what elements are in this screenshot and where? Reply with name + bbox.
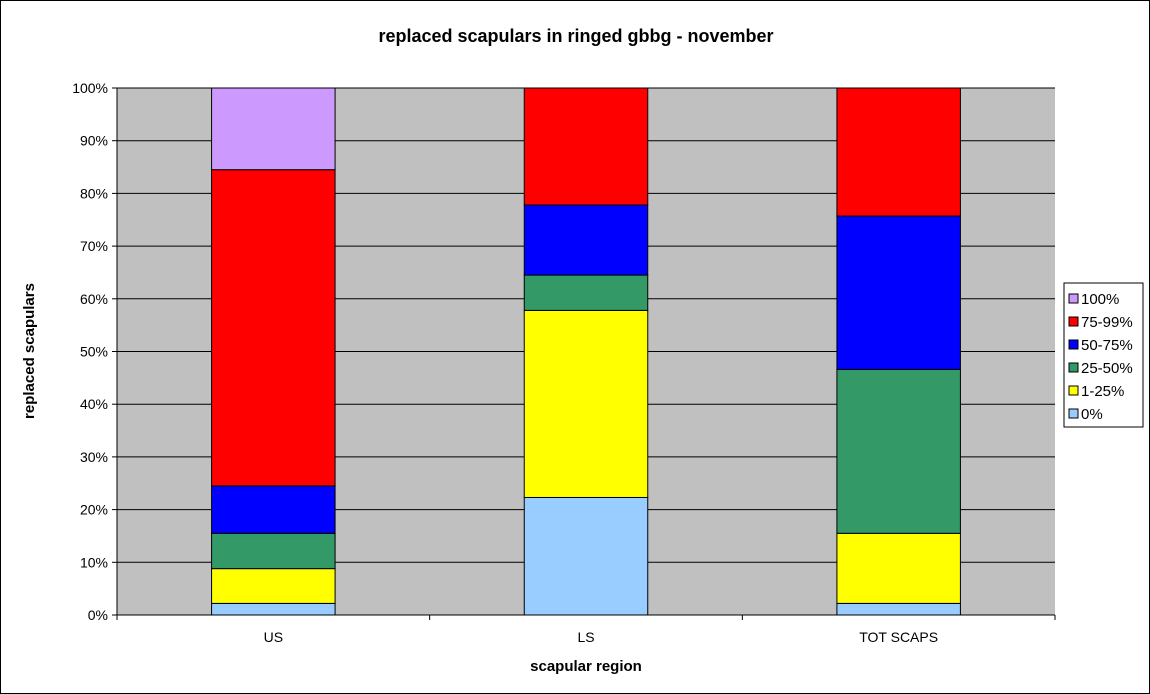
legend-label: 25-50% (1081, 360, 1133, 377)
bar-segment (836, 87, 961, 217)
bar-segment (836, 532, 961, 604)
legend-label: 0% (1081, 406, 1103, 423)
bar-segment (211, 169, 336, 487)
bar-segment (523, 496, 649, 616)
y-tick-labels: 0% 10% 20% 30% 40% 50% 60% 70% 80% 90% 100% (72, 80, 108, 623)
y-tick-label: 70% (80, 238, 108, 254)
bar-segment (211, 568, 336, 604)
legend-swatch (1068, 293, 1079, 304)
legend: 100% 75-99% 50-75% 25-50% 1-25% 0% (1063, 282, 1144, 428)
axes (112, 87, 1056, 620)
legend-swatch (1068, 362, 1079, 373)
bar-segment (211, 87, 336, 171)
y-tick-label: 30% (80, 449, 108, 465)
bar-segment (836, 368, 961, 534)
legend-label: 1-25% (1081, 383, 1124, 400)
bar-segment (836, 215, 961, 370)
y-tick-label: 10% (80, 554, 108, 570)
bar-segment (523, 87, 649, 206)
legend-swatch (1068, 316, 1079, 327)
bar-segment (211, 602, 336, 616)
y-tick-label: 50% (80, 344, 108, 360)
bar-segment (211, 532, 336, 570)
bar-segment (836, 602, 961, 616)
x-tick-label: TOT SCAPS (859, 629, 938, 645)
y-tick-label: 20% (80, 502, 108, 518)
legend-box (1063, 282, 1144, 428)
x-tick-labels: US LS TOT SCAPS (264, 629, 938, 645)
bars (211, 87, 961, 616)
x-axis-title: scapular region (530, 658, 642, 675)
chart-title: replaced scapulars in ringed gbbg - nove… (378, 26, 773, 46)
x-tick-label: LS (577, 629, 594, 645)
y-tick-label: 90% (80, 133, 108, 149)
bar-segment (211, 485, 336, 534)
legend-label: 100% (1081, 291, 1119, 308)
y-tick-label: 100% (72, 80, 108, 96)
legend-swatch (1068, 339, 1079, 350)
y-tick-label: 40% (80, 396, 108, 412)
legend-label: 75-99% (1081, 314, 1133, 331)
legend-label: 50-75% (1081, 337, 1133, 354)
y-tick-label: 0% (88, 607, 108, 623)
legend-swatch (1068, 408, 1079, 419)
x-tick-label: US (264, 629, 283, 645)
bar-segment (523, 274, 649, 311)
bar-segment (523, 204, 649, 276)
bar-segment (523, 309, 649, 498)
y-tick-label: 80% (80, 185, 108, 201)
y-tick-label: 60% (80, 291, 108, 307)
legend-swatch (1068, 385, 1079, 396)
y-axis-title: replaced scapulars (21, 283, 38, 419)
